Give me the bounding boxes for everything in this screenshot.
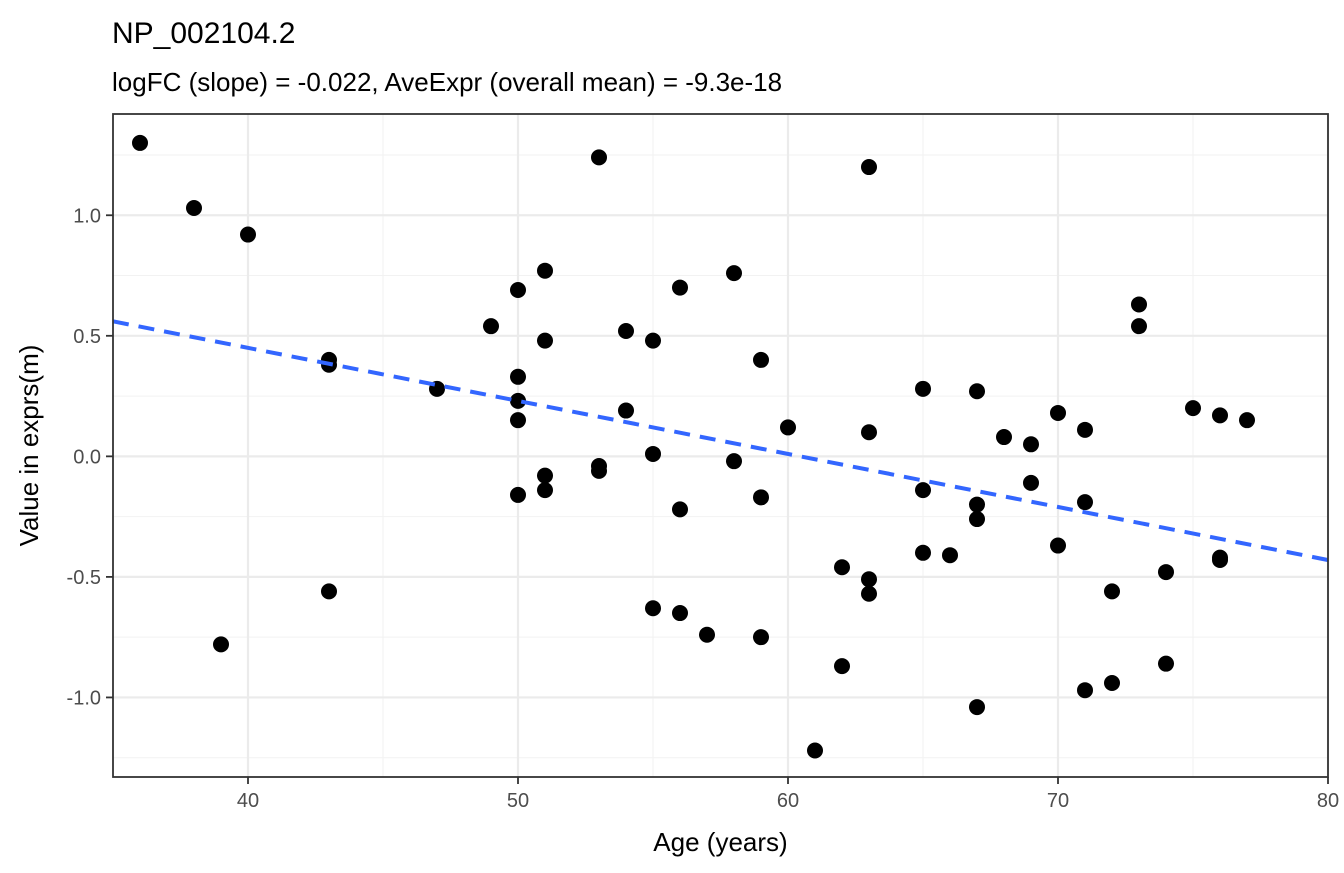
data-point [510,486,526,503]
minor-gridlines [112,114,1328,777]
y-tick-label: 0.0 [73,446,101,468]
data-point [942,547,958,564]
data-point [780,419,796,436]
data-point [1212,407,1228,424]
data-point [213,636,229,653]
data-point [861,159,877,176]
data-point [699,626,715,643]
data-point [1158,564,1174,581]
data-point [726,453,742,470]
x-tick-label: 70 [1047,790,1069,812]
chart-subtitle: logFC (slope) = -0.022, AveExpr (overall… [112,67,782,97]
x-tick-label: 50 [507,790,529,812]
data-point [726,265,742,282]
data-point [1185,400,1201,417]
data-point [1212,552,1228,569]
data-point [672,605,688,622]
data-point [807,742,823,759]
data-point [645,445,661,462]
data-point [1050,537,1066,554]
data-point [753,489,769,506]
data-point [1104,583,1120,600]
data-points [132,134,1255,759]
chart-title: NP_002104.2 [112,17,296,50]
x-tick-label: 60 [777,790,799,812]
data-point [1158,655,1174,672]
data-point [915,544,931,561]
data-point [672,501,688,518]
data-point [510,281,526,298]
data-point [1077,421,1093,438]
data-point [1077,682,1093,699]
data-point [537,262,553,279]
data-point [1131,296,1147,313]
data-point [645,600,661,617]
data-point [1023,474,1039,491]
y-tick-label: 1.0 [73,205,101,227]
data-point [132,134,148,151]
data-point [510,392,526,409]
data-point [1023,436,1039,453]
data-point [861,585,877,602]
data-point [996,429,1012,446]
major-gridlines [113,114,1330,777]
y-tick-label: -0.5 [67,567,101,589]
data-point [1050,404,1066,421]
x-axis: 40 50 60 70 80 [237,777,1339,812]
data-point [915,380,931,397]
data-point [1239,412,1255,429]
data-point [861,424,877,441]
data-point [510,368,526,385]
data-point [1104,674,1120,691]
data-point [618,322,634,339]
y-tick-label: 0.5 [73,326,101,348]
data-point [591,149,607,166]
data-point [969,496,985,513]
data-point [753,629,769,646]
x-tick-label: 40 [237,790,259,812]
y-axis: -1.0 -0.5 0.0 0.5 1.0 [67,205,113,709]
data-point [483,318,499,335]
data-point [915,482,931,499]
data-point [645,332,661,349]
data-point [537,332,553,349]
data-point [969,511,985,528]
data-point [672,279,688,296]
y-axis-title: Value in exprs(m) [14,345,44,547]
y-tick-label: -1.0 [67,687,101,709]
data-point [240,226,256,243]
x-tick-label: 80 [1317,790,1339,812]
data-point [186,200,202,217]
data-point [510,412,526,429]
data-point [537,482,553,499]
data-point [591,462,607,479]
x-axis-title: Age (years) [653,827,787,857]
data-point [753,351,769,368]
data-point [1077,494,1093,511]
data-point [861,571,877,588]
plot-panel [113,114,1328,777]
data-point [618,402,634,419]
data-point [321,583,337,600]
data-point [537,467,553,484]
data-point [834,658,850,675]
data-point [969,383,985,400]
data-point [834,559,850,576]
data-point [969,699,985,716]
panel-border [112,113,1329,778]
data-point [1131,318,1147,335]
